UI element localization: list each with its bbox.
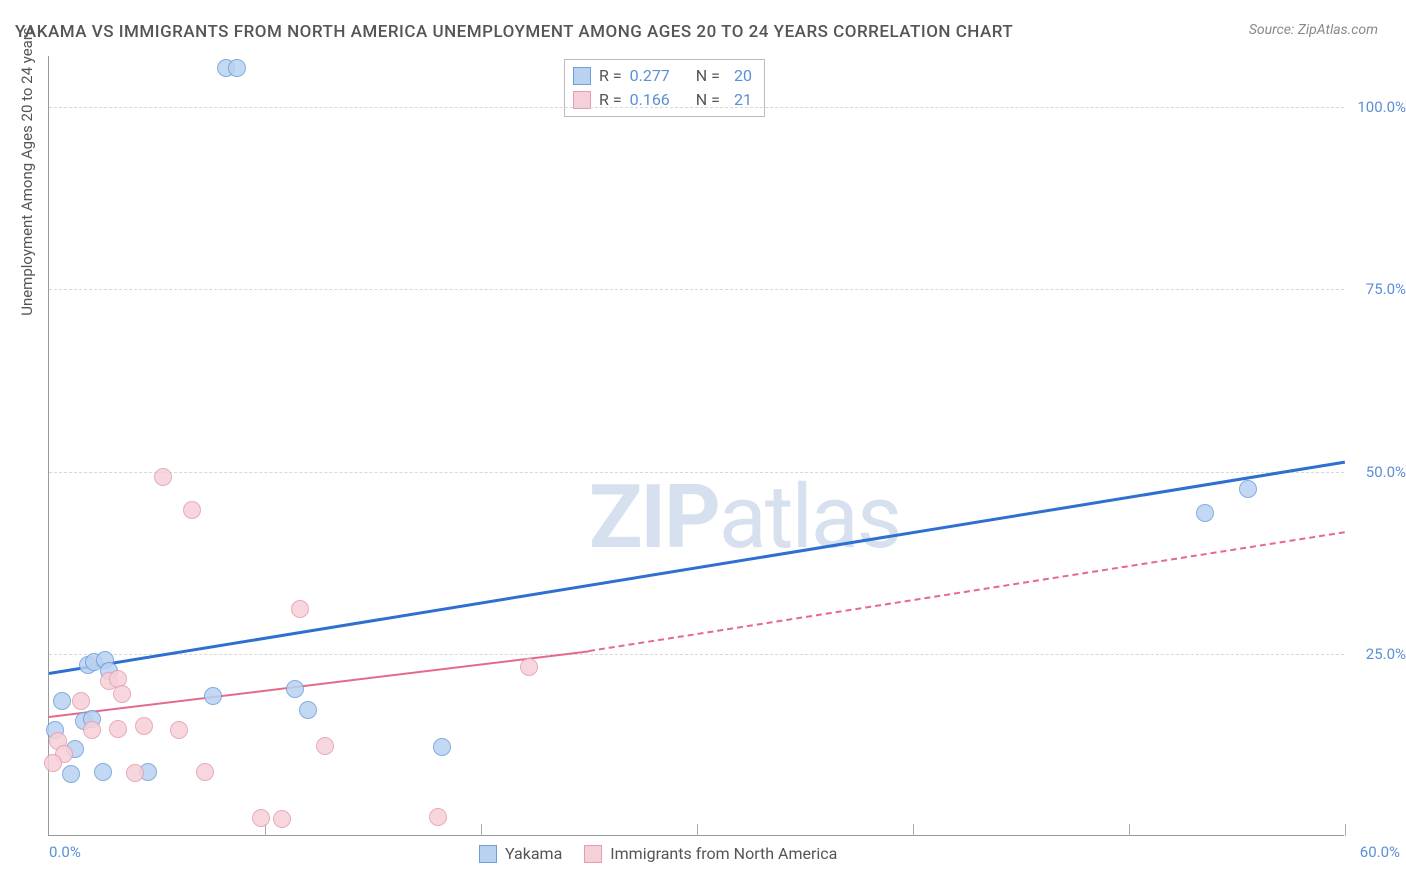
gridline-horizontal [49, 107, 1344, 108]
data-point [299, 701, 317, 719]
data-point [53, 692, 71, 710]
data-point [94, 763, 112, 781]
trend-line [49, 461, 1345, 675]
data-point [204, 687, 222, 705]
data-point [1239, 480, 1257, 498]
gridline-vertical [697, 824, 698, 836]
gridline-vertical [913, 824, 914, 836]
gridline-vertical [265, 824, 266, 836]
r-label: R = [599, 88, 622, 112]
plot-area: ZIPatlas R =0.277N =20R =0.166N =21 Yaka… [48, 56, 1344, 836]
r-label: R = [599, 64, 622, 88]
legend-item: Immigrants from North America [584, 844, 837, 863]
n-value: 20 [728, 64, 752, 88]
data-point [44, 754, 62, 772]
stats-row: R = 0.277 N = 20 [573, 64, 752, 88]
data-point [196, 763, 214, 781]
n-value: 21 [728, 88, 752, 112]
data-point [126, 764, 144, 782]
data-point [520, 658, 538, 676]
data-point [316, 737, 334, 755]
gridline-vertical [1345, 824, 1346, 836]
gridline-vertical [481, 824, 482, 836]
data-point [433, 738, 451, 756]
y-tick-label: 100.0% [1357, 98, 1406, 116]
legend-label: Immigrants from North America [610, 844, 837, 863]
gridline-vertical [1129, 824, 1130, 836]
stats-row: R = 0.166 N = 21 [573, 88, 752, 112]
data-point [286, 680, 304, 698]
n-label: N = [696, 64, 720, 88]
source-attribution: Source: ZipAtlas.com [1249, 22, 1378, 38]
data-point [154, 468, 172, 486]
legend: Yakama Immigrants from North America [479, 844, 837, 863]
data-point [1196, 504, 1214, 522]
data-point [273, 810, 291, 828]
x-tick-label: 60.0% [1360, 843, 1400, 861]
legend-item: Yakama [479, 844, 562, 863]
r-value: 0.277 [630, 64, 670, 88]
data-point [170, 721, 188, 739]
data-point [183, 501, 201, 519]
data-point [228, 59, 246, 77]
correlation-chart: YAKAMA VS IMMIGRANTS FROM NORTH AMERICA … [0, 0, 1406, 892]
y-tick-label: 50.0% [1366, 463, 1406, 481]
r-value: 0.166 [630, 88, 670, 112]
gridline-horizontal [49, 289, 1344, 290]
chart-title: YAKAMA VS IMMIGRANTS FROM NORTH AMERICA … [15, 22, 1013, 42]
gridline-horizontal [49, 472, 1344, 473]
watermark-light: atlas [719, 466, 900, 569]
x-tick-label: 0.0% [49, 843, 81, 861]
y-axis-title: Unemployment Among Ages 20 to 24 years [18, 27, 36, 315]
series-swatch [573, 67, 591, 85]
n-label: N = [696, 88, 720, 112]
data-point [252, 809, 270, 827]
y-tick-label: 25.0% [1366, 645, 1406, 663]
series-swatch [584, 845, 602, 863]
data-point [291, 600, 309, 618]
series-swatch [479, 845, 497, 863]
stats-box: R = 0.277 N = 20 R = 0.166 N = 21 [564, 59, 765, 117]
data-point [135, 717, 153, 735]
data-point [113, 685, 131, 703]
data-point [109, 720, 127, 738]
trend-line [589, 531, 1345, 652]
data-point [83, 721, 101, 739]
y-tick-label: 75.0% [1366, 280, 1406, 298]
data-point [62, 765, 80, 783]
data-point [429, 808, 447, 826]
data-point [72, 692, 90, 710]
watermark: ZIPatlas [589, 466, 900, 569]
gridline-horizontal [49, 654, 1344, 655]
watermark-bold: ZIP [589, 466, 719, 569]
legend-label: Yakama [505, 844, 562, 863]
